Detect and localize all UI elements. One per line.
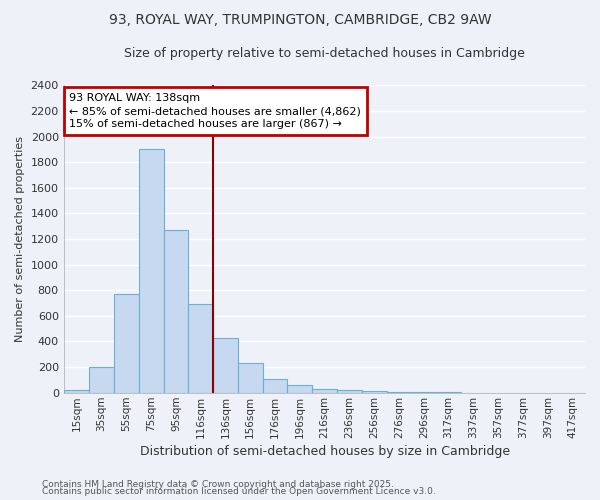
Text: 93 ROYAL WAY: 138sqm
← 85% of semi-detached houses are smaller (4,862)
15% of se: 93 ROYAL WAY: 138sqm ← 85% of semi-detac… — [70, 93, 361, 130]
Bar — [263, 378, 287, 392]
Bar — [89, 367, 114, 392]
Bar — [238, 363, 263, 392]
Bar — [337, 390, 362, 392]
Text: Contains public sector information licensed under the Open Government Licence v3: Contains public sector information licen… — [42, 487, 436, 496]
X-axis label: Distribution of semi-detached houses by size in Cambridge: Distribution of semi-detached houses by … — [140, 444, 510, 458]
Bar — [287, 385, 312, 392]
Bar — [64, 390, 89, 392]
Text: 93, ROYAL WAY, TRUMPINGTON, CAMBRIDGE, CB2 9AW: 93, ROYAL WAY, TRUMPINGTON, CAMBRIDGE, C… — [109, 12, 491, 26]
Title: Size of property relative to semi-detached houses in Cambridge: Size of property relative to semi-detach… — [124, 48, 525, 60]
Bar — [312, 389, 337, 392]
Text: Contains HM Land Registry data © Crown copyright and database right 2025.: Contains HM Land Registry data © Crown c… — [42, 480, 394, 489]
Bar — [213, 338, 238, 392]
Bar — [164, 230, 188, 392]
Y-axis label: Number of semi-detached properties: Number of semi-detached properties — [15, 136, 25, 342]
Bar — [139, 150, 164, 392]
Bar — [114, 294, 139, 392]
Bar — [188, 304, 213, 392]
